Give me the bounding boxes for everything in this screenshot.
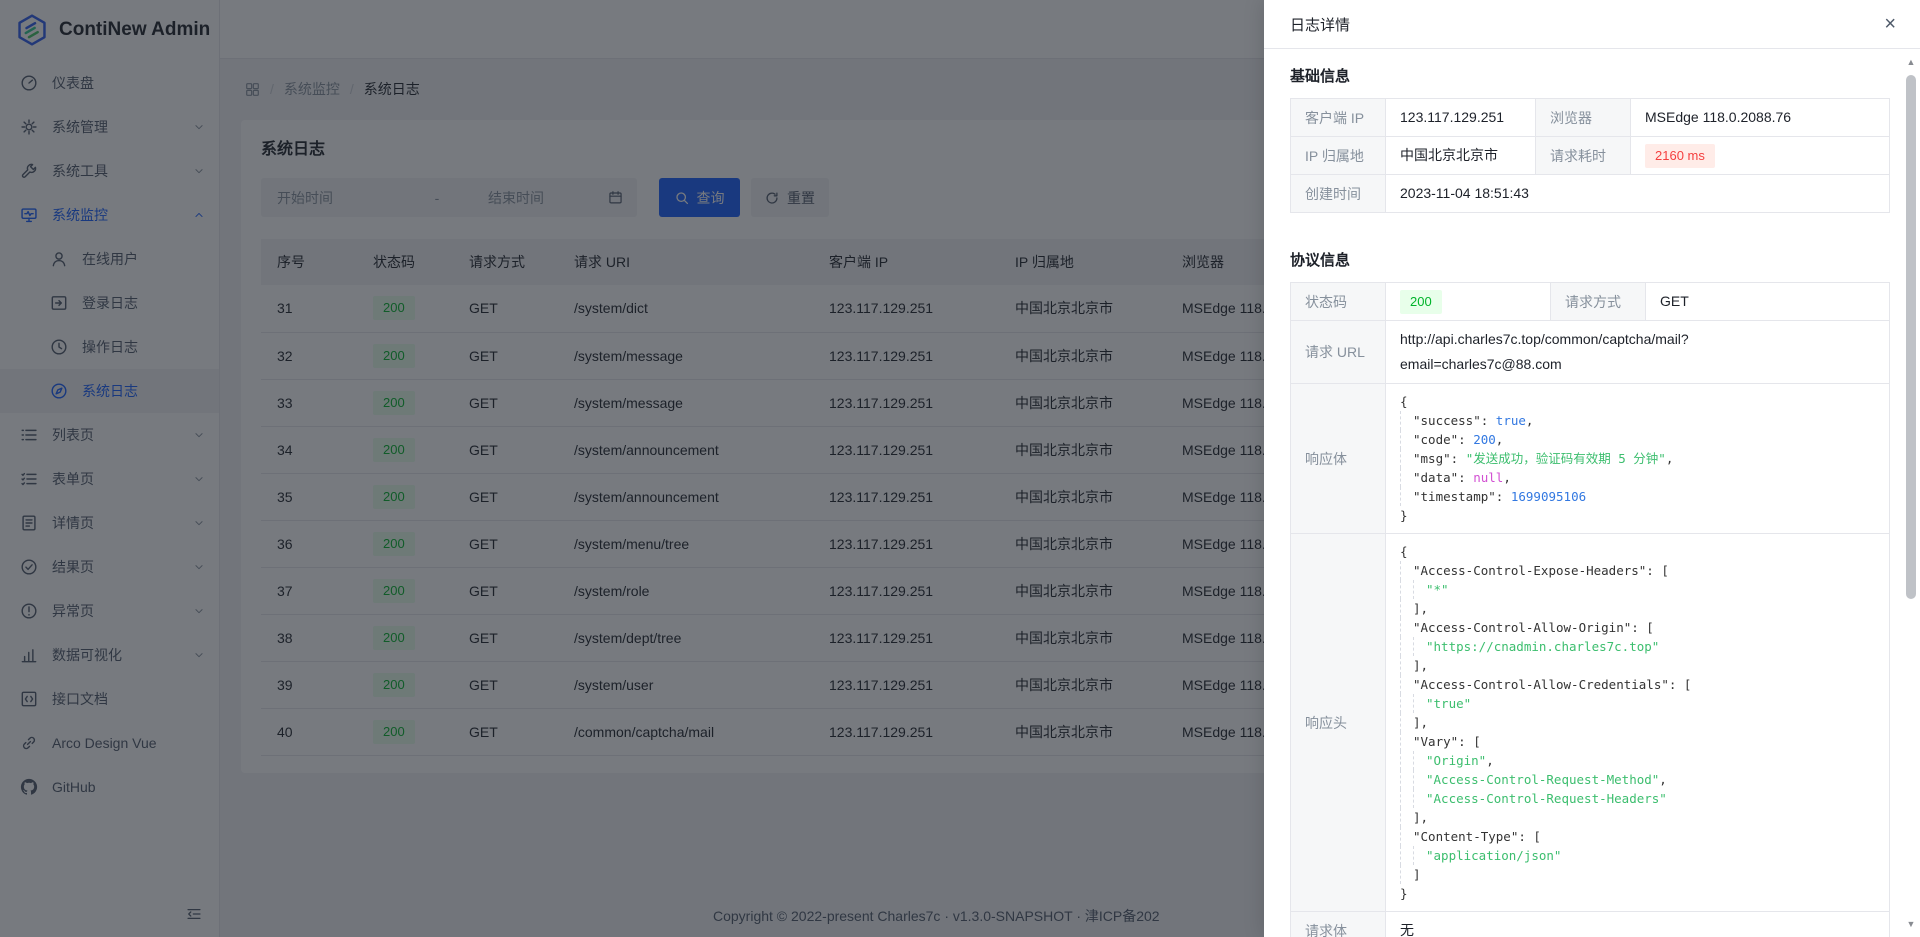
code-line: "Access-Control-Request-Headers" [1400, 789, 1875, 808]
code-line: "true" [1400, 694, 1875, 713]
code-line: "https://cnadmin.charles7c.top" [1400, 637, 1875, 656]
code-line: ], [1400, 656, 1875, 675]
protocol-info-table: 状态码 200 请求方式 GET 请求 URL http://api.charles7c.… [1290, 282, 1890, 937]
desc-row: 请求 URL http://api.charles7c.top/common/ca… [1290, 320, 1890, 384]
field-label: 状态码 [1290, 282, 1386, 321]
code-line: ], [1400, 808, 1875, 827]
code-line: "Vary": [ [1400, 732, 1875, 751]
field-label: 创建时间 [1290, 174, 1386, 213]
code-line: "Access-Control-Expose-Headers": [ [1400, 561, 1875, 580]
desc-row: 创建时间 2023-11-04 18:51:43 [1290, 174, 1890, 213]
close-icon[interactable]: × [1884, 13, 1896, 35]
desc-row: 客户端 IP 123.117.129.251 浏览器 MSEdge 118.0.208… [1290, 98, 1890, 137]
field-value: 2160 ms [1630, 136, 1890, 175]
protocol-info-heading: 协议信息 [1290, 252, 1351, 269]
field-value: GET [1645, 282, 1890, 321]
code-line: ], [1400, 599, 1875, 618]
code-line: "success": true, [1400, 411, 1875, 430]
field-value: 200 [1385, 282, 1551, 321]
desc-row: 状态码 200 请求方式 GET [1290, 282, 1890, 321]
basic-info-table: 客户端 IP 123.117.129.251 浏览器 MSEdge 118.0.208… [1290, 98, 1890, 213]
field-label: 响应体 [1290, 383, 1386, 534]
field-value: 无 [1385, 911, 1890, 937]
field-label: 请求耗时 [1535, 136, 1631, 175]
code-line: "application/json" [1400, 846, 1875, 865]
field-value: 123.117.129.251 [1385, 98, 1536, 137]
field-value: 中国北京北京市 [1385, 136, 1536, 175]
code-line: "data": null, [1400, 468, 1875, 487]
log-detail-drawer: 日志详情 × 基础信息 客户端 IP 123.117.129.251 浏览器 MSEd… [1264, 0, 1920, 937]
field-label: 客户端 IP [1290, 98, 1386, 137]
desc-row: IP 归属地 中国北京北京市 请求耗时 2160 ms [1290, 136, 1890, 175]
scroll-down-icon[interactable]: ▼ [1906, 919, 1916, 929]
desc-row: 响应体 { "success": true, "code": 200, "msg": "… [1290, 383, 1890, 534]
json-code-block: { "Access-Control-Expose-Headers": ["*"],… [1400, 542, 1875, 903]
code-line: "Access-Control-Request-Method", [1400, 770, 1875, 789]
field-label: IP 归属地 [1290, 136, 1386, 175]
field-value: http://api.charles7c.top/common/captcha/… [1385, 320, 1890, 384]
status-badge: 2160 ms [1645, 144, 1715, 168]
field-value: 2023-11-04 18:51:43 [1385, 174, 1890, 213]
drawer-title: 日志详情 [1290, 16, 1351, 34]
field-label: 请求方式 [1550, 282, 1646, 321]
field-label: 请求 URL [1290, 320, 1386, 384]
code-line: "Access-Control-Allow-Origin": [ [1400, 618, 1875, 637]
code-line: "code": 200, [1400, 430, 1875, 449]
field-label: 请求体 [1290, 911, 1386, 937]
drawer-scrollbar: ▲ ▼ [1904, 49, 1918, 935]
basic-info-heading: 基础信息 [1290, 68, 1351, 85]
code-line: } [1400, 886, 1408, 901]
scroll-up-icon[interactable]: ▲ [1906, 57, 1916, 67]
status-badge: 200 [1400, 290, 1442, 314]
code-line: ], [1400, 713, 1875, 732]
code-line: } [1400, 508, 1408, 523]
field-label: 响应头 [1290, 533, 1386, 912]
drawer-header: 日志详情 × [1264, 0, 1920, 49]
field-value: { "Access-Control-Expose-Headers": ["*"],… [1385, 533, 1890, 912]
field-label: 浏览器 [1535, 98, 1631, 137]
code-line: "*" [1400, 580, 1875, 599]
code-line: { [1400, 394, 1408, 409]
drawer-body: 基础信息 客户端 IP 123.117.129.251 浏览器 MSEdge 118.… [1264, 49, 1920, 937]
field-value: { "success": true, "code": 200, "msg": "发送成… [1385, 383, 1890, 534]
code-line: ] [1400, 865, 1875, 884]
code-line: "Origin", [1400, 751, 1875, 770]
code-line: "msg": "发送成功，验证码有效期 5 分钟", [1400, 449, 1875, 468]
desc-row: 响应头 { "Access-Control-Expose-Headers": ["*… [1290, 533, 1890, 912]
code-line: "timestamp": 1699095106 [1400, 487, 1875, 506]
desc-row: 请求体无 [1290, 911, 1890, 937]
field-value: MSEdge 118.0.2088.76 [1630, 98, 1890, 137]
scrollbar-thumb[interactable] [1906, 75, 1916, 599]
code-line: { [1400, 544, 1408, 559]
code-line: "Content-Type": [ [1400, 827, 1875, 846]
json-code-block: { "success": true, "code": 200, "msg": "发送成… [1400, 392, 1875, 525]
code-line: "Access-Control-Allow-Credentials": [ [1400, 675, 1875, 694]
